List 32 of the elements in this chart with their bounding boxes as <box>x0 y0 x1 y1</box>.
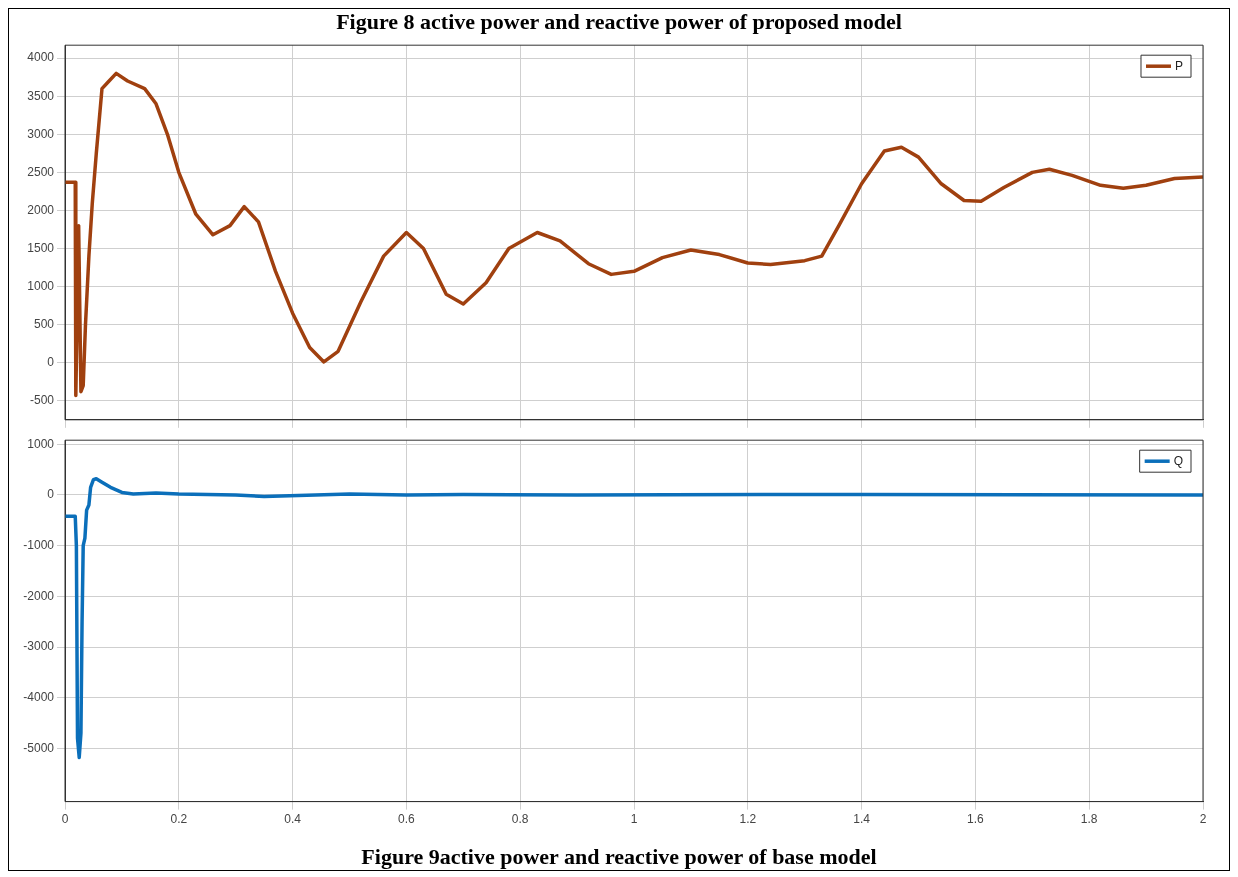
legend-label: Q <box>1173 453 1184 468</box>
x-tick-label: 1.2 <box>739 812 757 827</box>
y-tick-label: 3000 <box>27 126 55 141</box>
x-tick-label: 1 <box>630 812 638 827</box>
x-tick-label: 1.4 <box>853 812 871 827</box>
y-tick-label: 3500 <box>27 88 55 103</box>
x-tick-label: 2 <box>1199 812 1207 827</box>
y-tick-label: 0 <box>47 355 55 370</box>
y-tick-label: 0 <box>47 487 55 502</box>
y-tick-label: -1000 <box>23 537 55 552</box>
x-tick-label: 0.8 <box>511 812 529 827</box>
y-tick-label: 2000 <box>27 202 55 217</box>
y-tick-label: 1500 <box>27 240 55 255</box>
x-tick-label: 0 <box>61 812 69 827</box>
y-tick-label: 500 <box>33 316 55 331</box>
y-tick-label: -4000 <box>23 690 55 704</box>
y-tick-label: -500 <box>29 393 55 408</box>
y-tick-label: 1000 <box>27 278 55 293</box>
y-tick-label: -5000 <box>23 740 55 755</box>
caption: Figure 8 active power and reactive power of proposed model <box>335 9 903 35</box>
x-tick-label: 0.6 <box>398 812 416 827</box>
y-tick-label: -2000 <box>23 588 55 603</box>
caption: Figure 9active power and reactive power of base model <box>360 844 878 870</box>
x-tick-label: 0.4 <box>284 812 302 827</box>
y-tick-label: 1000 <box>27 436 55 451</box>
x-tick-label: 0.2 <box>170 812 188 827</box>
y-tick-label: 4000 <box>27 50 55 65</box>
legend-label: P <box>1175 58 1184 73</box>
y-tick-label: 2500 <box>27 164 55 179</box>
x-tick-label: 1.8 <box>1080 812 1098 827</box>
y-tick-label: -3000 <box>23 639 55 654</box>
x-tick-label: 1.6 <box>967 812 985 827</box>
